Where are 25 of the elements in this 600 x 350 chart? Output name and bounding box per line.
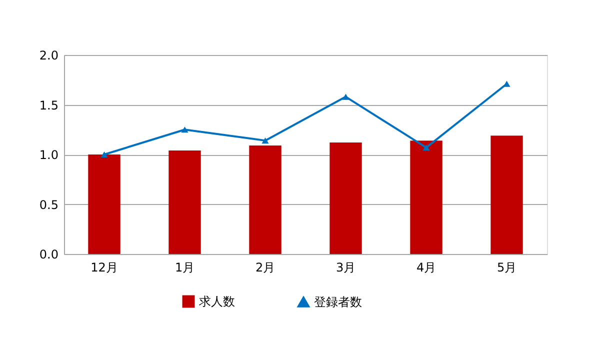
point — [422, 144, 430, 151]
x-tick-label: 1月 — [174, 260, 195, 274]
bar — [330, 142, 362, 254]
y-tick-label: 2.0 — [39, 48, 58, 62]
bar — [249, 146, 282, 254]
point — [100, 151, 108, 158]
bar — [168, 150, 201, 254]
y-tick-label: 1.5 — [39, 98, 58, 112]
bar — [410, 140, 442, 254]
point — [262, 138, 269, 144]
point — [503, 80, 510, 87]
legend-label: 求人数 — [199, 294, 235, 309]
y-tick-label: 0.5 — [39, 198, 58, 212]
y-tick-label: 1.0 — [39, 148, 58, 162]
point — [181, 126, 188, 133]
legend-label: 登録者数 — [314, 294, 362, 309]
x-tick-label: 2月 — [255, 260, 276, 274]
y-tick-label: 0.0 — [39, 248, 58, 262]
x-tick-label: 3月 — [336, 260, 356, 274]
x-tick-label: 4月 — [416, 260, 436, 274]
point — [342, 94, 350, 100]
bar — [490, 136, 523, 254]
bar — [88, 154, 120, 254]
x-tick-label: 12月 — [90, 260, 118, 274]
x-tick-label: 5月 — [496, 260, 517, 274]
